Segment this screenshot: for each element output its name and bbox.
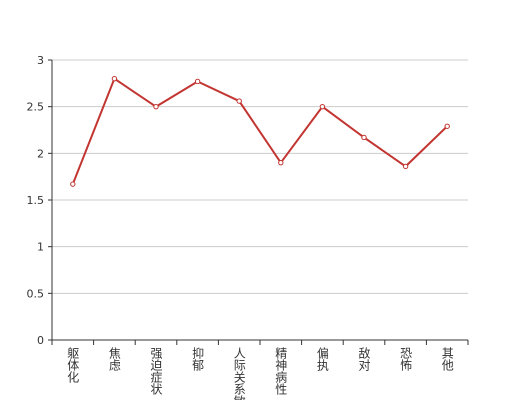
x-tick-label: 精神病性 bbox=[274, 347, 288, 396]
point bbox=[153, 103, 159, 110]
point bbox=[70, 181, 76, 187]
y-tick-label: 2 bbox=[37, 147, 44, 160]
point bbox=[402, 163, 409, 170]
y-tick-label: 0.5 bbox=[27, 287, 45, 300]
point bbox=[444, 123, 450, 129]
x-tick-label: 偏执 bbox=[315, 346, 329, 372]
x-tick-label: 敌对 bbox=[357, 346, 371, 371]
point bbox=[236, 98, 242, 104]
y-tick-label: 0 bbox=[37, 334, 44, 347]
point bbox=[111, 75, 118, 82]
point bbox=[319, 103, 326, 110]
y-tick-label: 3 bbox=[37, 54, 44, 67]
line bbox=[71, 77, 448, 185]
x-tick-label: 躯体化 bbox=[66, 346, 80, 384]
x-tick-label: 人际关系敏感 bbox=[232, 347, 246, 400]
x-tick-label: 抑郁 bbox=[191, 346, 205, 372]
point bbox=[361, 134, 367, 141]
point bbox=[278, 159, 284, 166]
point bbox=[194, 78, 201, 85]
y-tick-label: 2.5 bbox=[27, 101, 45, 114]
x-tick-label: 焦虑 bbox=[107, 347, 121, 371]
x-tick-label: 恐怖 bbox=[399, 347, 413, 371]
x-tick-label: 强迫症状 bbox=[149, 347, 163, 395]
y-tick-label: 1.5 bbox=[27, 194, 45, 207]
x-tick-label: 其他 bbox=[440, 347, 454, 371]
y-tick-label: 1 bbox=[37, 241, 44, 254]
